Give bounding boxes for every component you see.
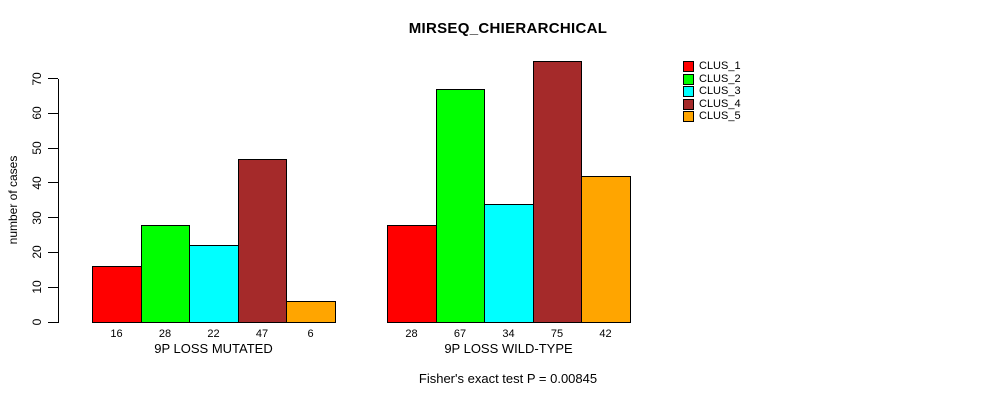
legend-item: CLUS_4 — [683, 97, 741, 111]
bar-value-label: 34 — [502, 328, 515, 340]
bar-clus_3-1 — [189, 245, 239, 323]
bar-value-label: 28 — [158, 328, 172, 340]
y-axis-tick — [48, 286, 58, 288]
legend-label: CLUS_5 — [699, 110, 741, 123]
bar-clus_2-2 — [436, 89, 485, 323]
bar-value-label: 67 — [453, 328, 467, 340]
legend-item: CLUS_1 — [683, 61, 741, 73]
y-tick-label: 50 — [30, 141, 44, 155]
bar-value-label: 6 — [307, 328, 314, 340]
y-axis-tick — [48, 78, 58, 80]
y-tick-label: 0 — [30, 318, 44, 326]
y-axis-tick — [48, 217, 58, 219]
y-axis-tick — [48, 321, 58, 323]
legend-item: CLUS_3 — [683, 86, 741, 98]
bar-value-label: 16 — [110, 328, 123, 340]
legend-swatch — [683, 73, 694, 85]
pvalue-annotation: Fisher's exact test P = 0.00845 — [418, 371, 598, 386]
legend-swatch — [683, 111, 694, 123]
bar-value-label: 75 — [550, 328, 564, 340]
x-group-label: 9P LOSS WILD-TYPE — [444, 341, 573, 356]
legend-label: CLUS_3 — [699, 85, 741, 98]
x-group-label: 9P LOSS MUTATED — [154, 341, 273, 356]
bar-value-label: 42 — [599, 328, 612, 340]
legend: CLUS_1 CLUS_2 CLUS_3 CLUS_4 CLUS_5 — [683, 61, 741, 123]
y-axis-tick — [48, 182, 58, 184]
y-tick-label: 70 — [30, 71, 44, 86]
bar-value-label: 47 — [255, 328, 269, 340]
y-axis-tick — [48, 112, 58, 114]
legend-label: CLUS_2 — [699, 72, 741, 85]
legend-swatch — [683, 86, 694, 98]
legend-swatch — [683, 61, 694, 73]
bar-clus_5-2 — [581, 176, 631, 323]
y-axis-line — [58, 78, 59, 323]
bar-clus_2-1 — [141, 225, 190, 323]
y-tick-label: 40 — [30, 176, 44, 190]
bar-clus_3-2 — [484, 204, 534, 323]
legend-label: CLUS_4 — [699, 97, 741, 110]
legend-label: CLUS_1 — [699, 60, 741, 73]
bar-clus_1-1 — [92, 266, 142, 323]
y-axis-tick — [48, 251, 58, 253]
legend-item: CLUS_2 — [683, 72, 741, 86]
y-tick-label: 20 — [30, 245, 44, 260]
bar-clus_1-2 — [387, 225, 437, 323]
chart-title: MIRSEQ_CHIERARCHICAL — [408, 20, 608, 37]
bar-clus_4-1 — [238, 159, 287, 323]
legend-item: CLUS_5 — [683, 111, 741, 123]
bar-value-label: 22 — [207, 328, 220, 340]
y-tick-label: 60 — [30, 106, 44, 120]
bar-clus_4-2 — [533, 61, 582, 323]
bar-clus_5-1 — [286, 301, 336, 323]
bar-value-label: 28 — [405, 328, 418, 340]
y-tick-label: 30 — [30, 210, 44, 225]
y-axis-tick — [48, 147, 58, 149]
y-tick-label: 10 — [30, 280, 44, 294]
legend-swatch — [683, 98, 694, 110]
